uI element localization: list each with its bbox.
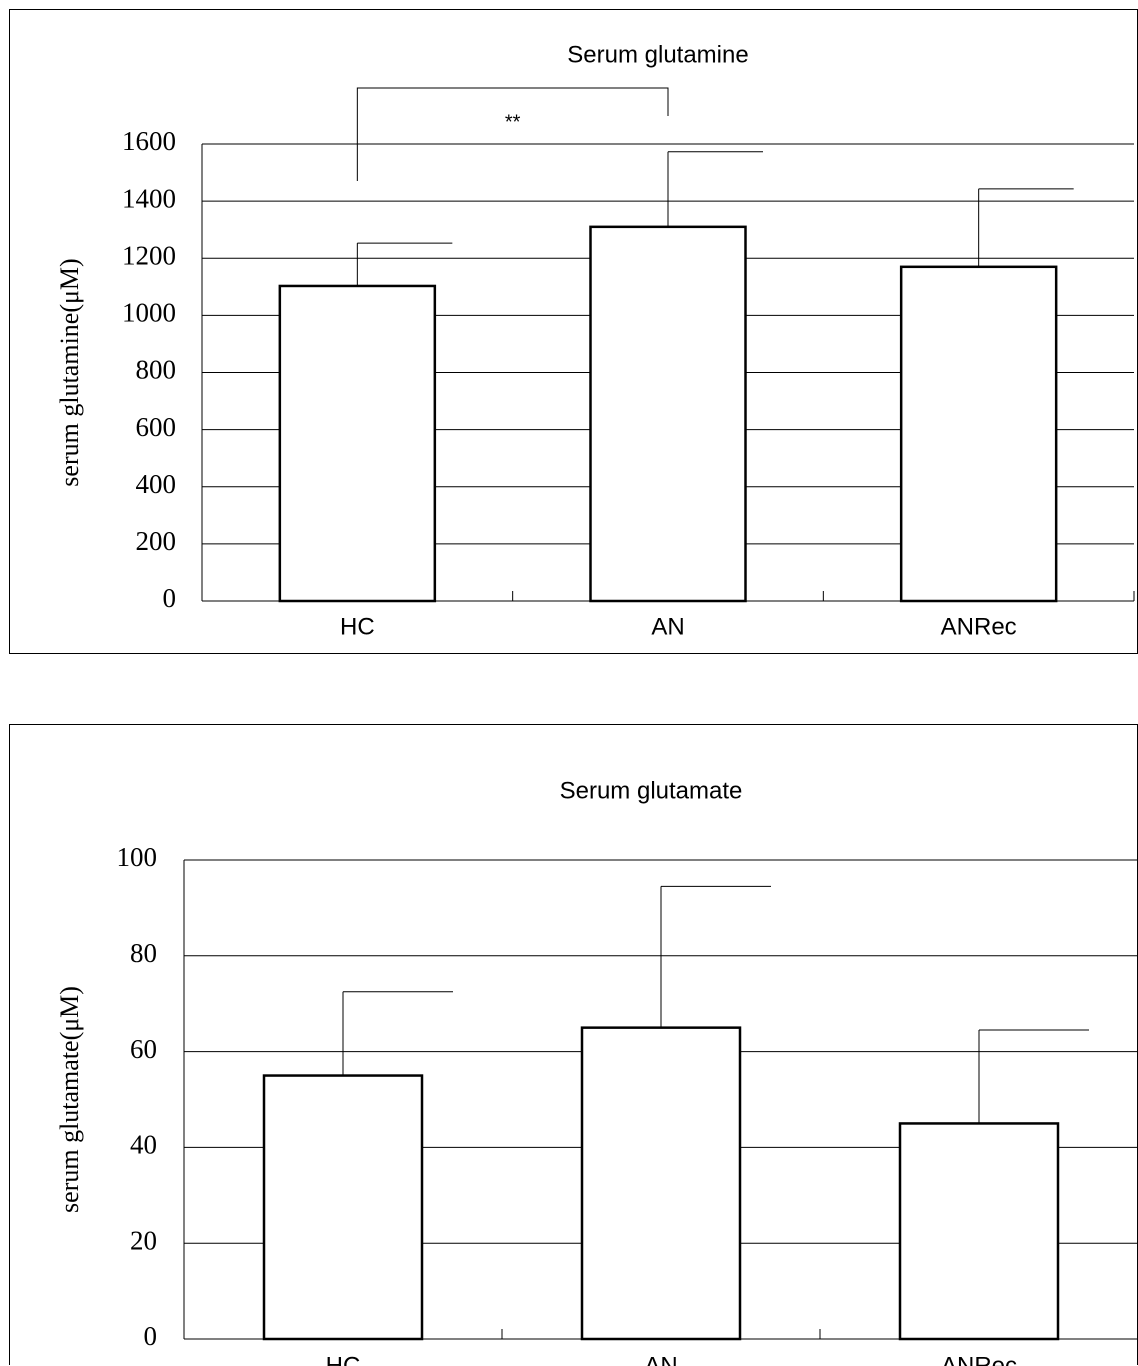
y-tick-label: 20 (130, 1225, 157, 1255)
category-label: ANRec (941, 1352, 1017, 1366)
chart-title: Serum glutamate (560, 777, 743, 804)
glutamate-chart: Serum glutamate 0 20 40 60 80 100 serum glutama… (55, 777, 1138, 1366)
category-label: AN (651, 613, 684, 640)
bar-anrec (898, 1122, 1060, 1341)
glutamine-chart-panel: Serum glutamine 0 200 400 600 800 1000 1200 1400… (9, 9, 1138, 654)
category-label: HC (340, 613, 375, 640)
y-tick-label: 400 (136, 469, 177, 499)
y-tick-label: 1600 (122, 126, 176, 156)
y-tick-label: 1200 (122, 240, 176, 270)
y-tick-label: 80 (130, 938, 157, 968)
bar-hc (262, 1074, 424, 1341)
y-tick-label: 0 (144, 1321, 158, 1351)
y-tick-label: 200 (136, 526, 177, 556)
y-axis-label: serum glutamate(μM) (55, 986, 84, 1213)
bar-hc (278, 284, 437, 603)
y-tick-label: 60 (130, 1034, 157, 1064)
significance-label: ** (505, 111, 521, 133)
bar-anrec (899, 265, 1058, 603)
glutamine-chart: Serum glutamine 0 200 400 600 800 1000 1200 1400… (55, 41, 1135, 640)
y-tick-label: 0 (163, 583, 177, 613)
bar-an (589, 225, 747, 603)
category-label: ANRec (941, 613, 1017, 640)
bar-an (580, 1026, 742, 1341)
glutamate-chart-panel: Serum glutamate 0 20 40 60 80 100 serum glutama… (9, 724, 1138, 1366)
category-label: AN (644, 1352, 677, 1366)
y-tick-label: 40 (130, 1130, 157, 1160)
y-tick-label: 1000 (122, 298, 176, 328)
category-label: HC (326, 1352, 361, 1366)
y-tick-label: 800 (136, 355, 177, 385)
y-tick-label: 100 (117, 842, 158, 872)
chart-title: Serum glutamine (567, 41, 748, 68)
y-tick-label: 1400 (122, 183, 176, 213)
y-tick-label: 600 (136, 412, 177, 442)
y-axis-label: serum glutamine(μM) (55, 258, 84, 486)
significance-bracket (356, 87, 669, 181)
